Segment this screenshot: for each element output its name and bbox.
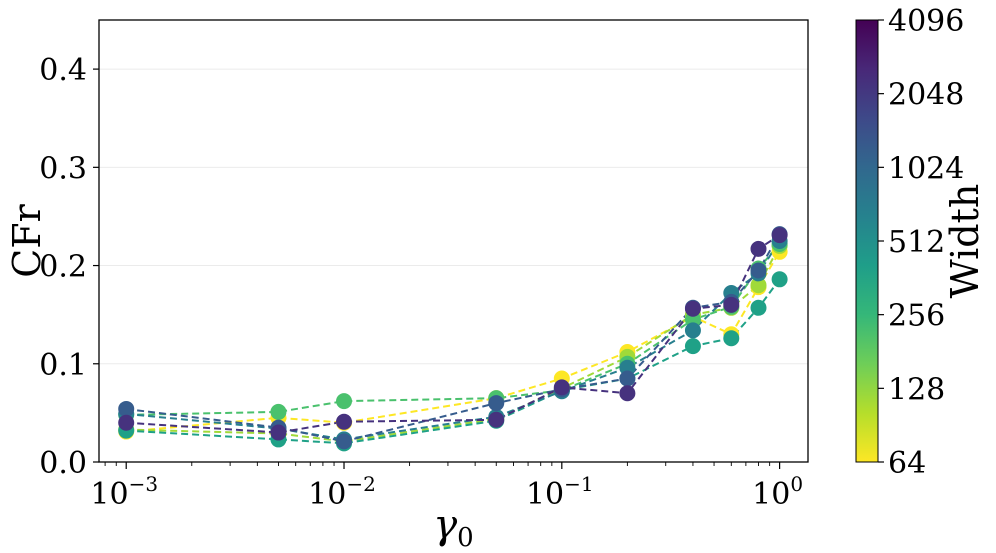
data-point-128 (750, 277, 767, 294)
colorbar-tick-label: 128 (888, 372, 945, 407)
data-point-4096 (750, 240, 767, 257)
colorbar-tick-label: 64 (888, 446, 926, 481)
data-point-256 (270, 403, 287, 420)
colorbar-label: Width (943, 184, 987, 299)
series-line-128 (126, 245, 781, 443)
data-point-4096 (723, 296, 740, 313)
series-line-4096 (126, 234, 781, 434)
data-point-4096 (118, 414, 135, 431)
data-point-4096 (553, 379, 570, 396)
data-point-256 (336, 393, 353, 410)
colorbar-ticks: 4096 2048 1024 512 256 128 64 (878, 4, 964, 481)
data-point-512 (771, 271, 788, 288)
series-line-2048 (126, 233, 781, 443)
colorbar-tick-label: 4096 (888, 4, 964, 39)
data-point-4096 (619, 385, 636, 402)
data-point-2048 (336, 433, 353, 450)
y-axis-label: CFr (5, 203, 49, 277)
x-tick-label: 10−2 (308, 472, 376, 512)
plot-area-frame (98, 19, 809, 463)
y-tick-label: 0.0 (39, 446, 87, 481)
series-line-512 (126, 278, 781, 445)
x-axis-label-main: γ (433, 502, 457, 548)
data-point-4096 (270, 424, 287, 441)
colorbar (855, 19, 879, 463)
series-line-256 (126, 243, 781, 416)
series-lines (126, 233, 781, 445)
x-axis-label: γ0 (433, 502, 473, 549)
data-markers (118, 226, 788, 452)
x-tick-label: 10−1 (526, 472, 594, 512)
series-line-1024 (126, 240, 781, 441)
data-point-512 (723, 330, 740, 347)
y-tick-label: 0.3 (39, 151, 87, 186)
data-point-512 (684, 338, 701, 355)
series-line-64 (126, 251, 781, 433)
x-axis-label-subscript: 0 (457, 523, 474, 549)
y-tick-label: 0.1 (39, 348, 87, 383)
data-point-2048 (488, 395, 505, 412)
data-point-1024 (684, 322, 701, 339)
x-tick-label: 100 (752, 472, 803, 512)
colorbar-tick-label: 256 (888, 299, 945, 334)
data-point-4096 (336, 413, 353, 430)
y-tick-label: 0.4 (39, 53, 87, 88)
data-point-512 (750, 299, 767, 316)
y-tick-label: 0.2 (39, 250, 87, 285)
grid-lines (99, 68, 808, 365)
data-point-4096 (488, 411, 505, 428)
x-tick-label: 10−3 (90, 472, 158, 512)
x-axis-ticks: 10−3 10−2 10−1 100 (90, 462, 803, 512)
data-point-4096 (684, 300, 701, 317)
data-point-2048 (619, 370, 636, 387)
data-point-4096 (771, 227, 788, 244)
colorbar-tick-label: 512 (888, 225, 945, 260)
data-point-2048 (118, 400, 135, 417)
data-point-2048 (750, 262, 767, 279)
y-axis-ticks: 0.0 0.1 0.2 0.3 0.4 (39, 53, 99, 481)
colorbar-tick-label: 1024 (888, 151, 964, 186)
colorbar-tick-label: 2048 (888, 78, 964, 113)
